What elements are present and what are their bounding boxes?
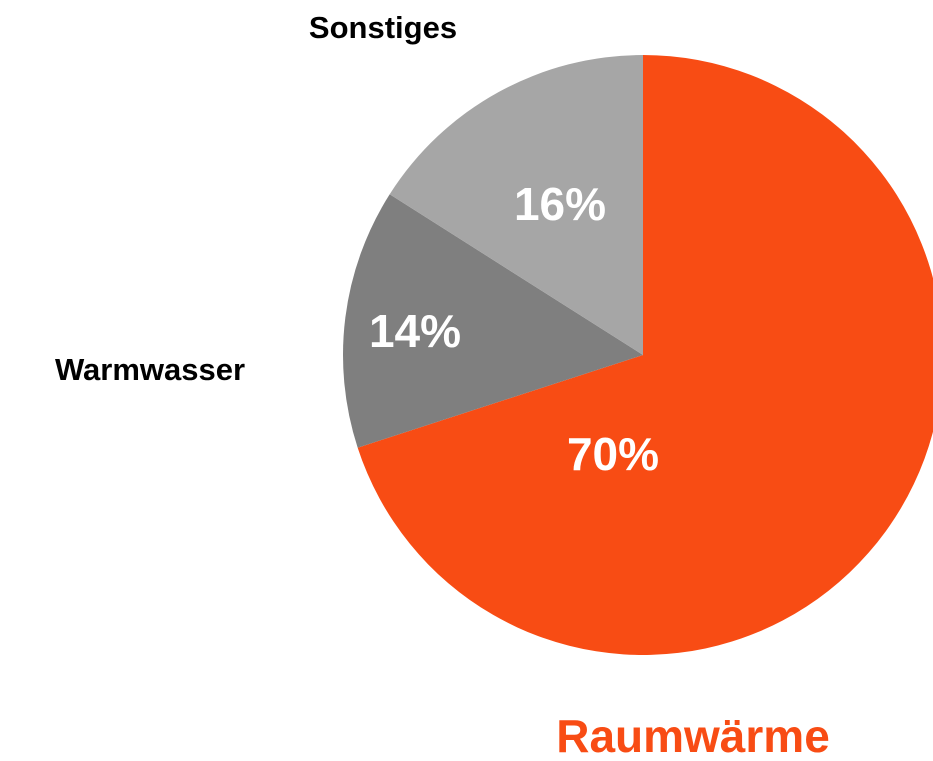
category-label: Sonstiges	[309, 10, 457, 45]
slice-value-label: 70%	[567, 428, 659, 480]
category-label: Raumwärme	[556, 710, 830, 761]
slice-value-label: 16%	[514, 178, 606, 230]
slice-value-label: 14%	[369, 305, 461, 357]
category-label: Warmwasser	[55, 352, 245, 387]
pie-slice	[357, 55, 933, 655]
pie-slice	[343, 194, 643, 448]
pie-slice	[389, 55, 643, 355]
